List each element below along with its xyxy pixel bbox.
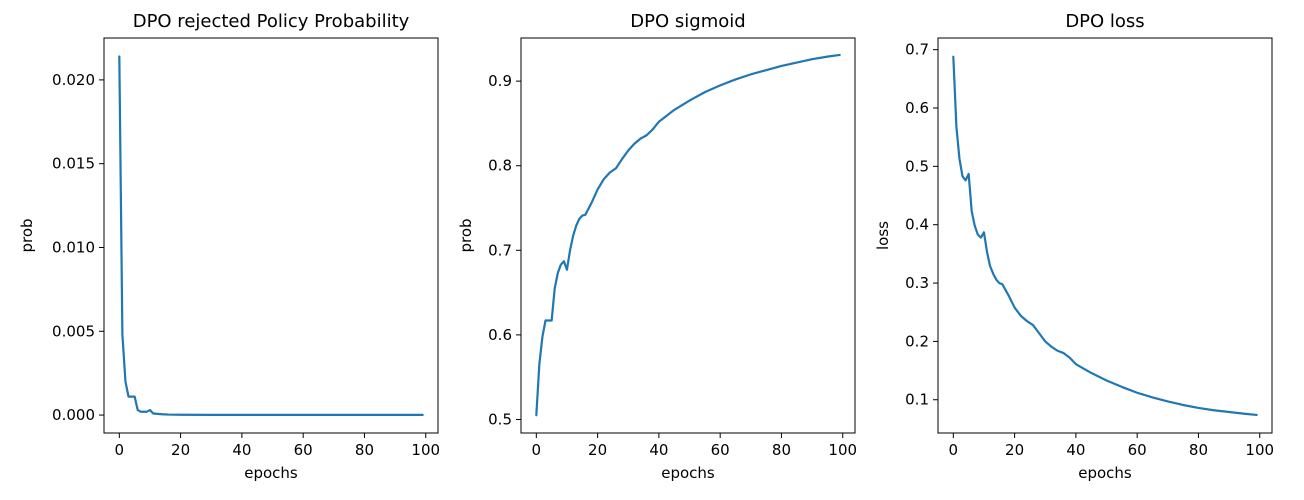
x-tick-label: 20: [1005, 441, 1024, 459]
y-tick-label: 0.020: [52, 71, 95, 89]
y-tick-label: 0.010: [52, 238, 95, 256]
x-tick-label: 100: [828, 441, 857, 459]
chart-title: DPO rejected Policy Probability: [133, 11, 410, 32]
y-tick-label: 0.015: [52, 155, 95, 173]
chart-panel-2: 0 20 40 60 80 100 0.5 0.6 0.7 0.8 0.9 DPO sigmoid ep…: [457, 11, 857, 482]
chart-title: DPO loss: [1065, 11, 1144, 32]
y-tick-label: 0.7: [905, 41, 929, 59]
plot-frame: [520, 37, 856, 434]
x-tick-label: 80: [355, 441, 374, 459]
x-tick-label: 60: [711, 441, 730, 459]
plot-frame: [937, 37, 1273, 434]
x-axis-label: epochs: [1078, 464, 1132, 482]
chart-panel-1: 0 20 40 60 80 100 0.000 0.005 0.010 0.015 0.020 DPO…: [18, 11, 440, 482]
x-tick-label: 60: [1128, 441, 1147, 459]
x-tick-label: 100: [411, 441, 440, 459]
x-tick-label: 20: [171, 441, 190, 459]
y-tick-label: 0.9: [488, 72, 512, 90]
y-tick-label: 0.7: [488, 241, 512, 259]
x-tick-label: 0: [532, 441, 542, 459]
chart-title: DPO sigmoid: [630, 11, 745, 32]
y-tick-label: 0.6: [488, 326, 512, 344]
y-tick-label: 0.2: [905, 332, 929, 350]
y-axis-label: prob: [457, 218, 475, 252]
x-tick-label: 80: [772, 441, 791, 459]
x-tick-label: 100: [1245, 441, 1274, 459]
y-tick-label: 0.5: [905, 157, 929, 175]
x-axis-label: epochs: [661, 464, 715, 482]
series-line: [952, 55, 1258, 417]
series-line: [118, 55, 424, 416]
x-tick-label: 60: [294, 441, 313, 459]
plot-frame: [103, 37, 439, 434]
y-tick-label: 0.4: [905, 216, 929, 234]
x-tick-label: 40: [649, 441, 668, 459]
y-tick-label: 0.1: [905, 391, 929, 409]
y-tick-label: 0.6: [905, 99, 929, 117]
y-axis-label: prob: [18, 218, 36, 252]
y-tick-label: 0.005: [52, 322, 95, 340]
x-tick-label: 0: [949, 441, 959, 459]
x-tick-label: 80: [1189, 441, 1208, 459]
y-tick-label: 0.000: [52, 406, 95, 424]
x-tick-label: 20: [588, 441, 607, 459]
x-tick-label: 40: [1066, 441, 1085, 459]
x-tick-label: 0: [115, 441, 125, 459]
x-tick-label: 40: [232, 441, 251, 459]
y-axis-label: loss: [874, 221, 892, 250]
y-tick-label: 0.8: [488, 157, 512, 175]
chart-panel-3: 0 20 40 60 80 100 0.1 0.2 0.3 0.4 0.5 0.6 0.7 DPO los…: [874, 11, 1274, 482]
y-tick-label: 0.3: [905, 274, 929, 292]
series-line: [535, 53, 841, 417]
x-axis-label: epochs: [244, 464, 298, 482]
y-tick-label: 0.5: [488, 410, 512, 428]
